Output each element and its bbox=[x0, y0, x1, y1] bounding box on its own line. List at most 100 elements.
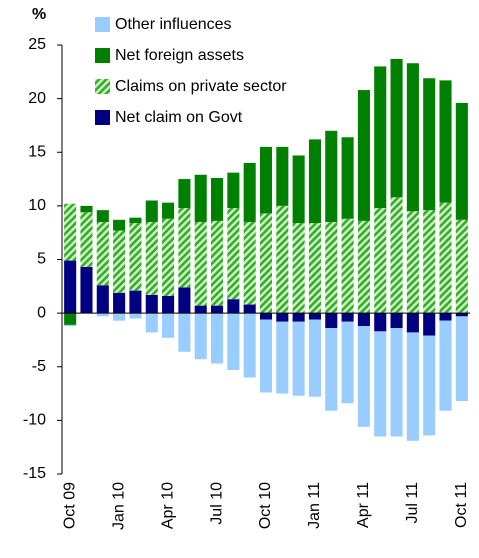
bar-segment bbox=[227, 313, 240, 370]
bar-segment bbox=[227, 172, 240, 209]
bar-segment bbox=[292, 321, 305, 396]
legend-label: Net foreign assets bbox=[115, 47, 244, 64]
bar-segment bbox=[406, 63, 419, 212]
legend-label: Claims on private sector bbox=[115, 78, 287, 95]
bar-segment bbox=[341, 321, 354, 404]
bar-segment bbox=[439, 320, 452, 411]
bar-segment bbox=[341, 313, 354, 322]
bar-segment bbox=[113, 313, 126, 321]
bar-segment bbox=[308, 319, 321, 397]
bar-segment bbox=[439, 202, 452, 314]
bar-segment bbox=[64, 260, 77, 314]
bar-segment bbox=[259, 313, 273, 320]
bar-segment bbox=[259, 146, 273, 214]
bar-segment bbox=[308, 223, 321, 314]
bar-segment bbox=[64, 313, 77, 325]
bar-segment bbox=[243, 304, 256, 314]
bar-segment bbox=[357, 220, 370, 314]
bar-segment bbox=[455, 316, 468, 402]
bar-segment bbox=[243, 162, 256, 222]
bar-segment bbox=[341, 218, 354, 314]
x-tick-label: Jan 10 bbox=[110, 482, 127, 530]
bar-segment bbox=[325, 130, 338, 222]
bar-segment bbox=[374, 66, 387, 209]
bar-segment bbox=[211, 220, 224, 306]
bar-segment bbox=[162, 202, 175, 219]
bar-segment bbox=[292, 155, 305, 224]
bar-segment bbox=[308, 139, 321, 224]
y-tick-label: 10 bbox=[28, 197, 46, 214]
bar-segment bbox=[406, 332, 419, 441]
bar-segment bbox=[341, 137, 354, 219]
bar-segment bbox=[259, 213, 273, 314]
bar-segment bbox=[357, 90, 370, 221]
bar-segment bbox=[194, 174, 207, 222]
bar-segment bbox=[423, 210, 436, 314]
bar-segment bbox=[439, 80, 452, 203]
x-tick-label: Jul 10 bbox=[208, 482, 225, 525]
bar-segment bbox=[276, 321, 289, 394]
bar-segment bbox=[211, 177, 224, 221]
bar-segment bbox=[243, 313, 256, 378]
legend-swatch bbox=[95, 48, 110, 63]
bar-segment bbox=[292, 313, 305, 322]
legend-swatch bbox=[95, 110, 110, 125]
bar-segment bbox=[357, 313, 370, 326]
bar-segment bbox=[113, 230, 126, 293]
bar-segment bbox=[129, 290, 142, 314]
bar-segment bbox=[145, 200, 158, 222]
bar-segment bbox=[227, 299, 240, 314]
bar-segment bbox=[423, 335, 436, 436]
bar-segment bbox=[259, 319, 273, 393]
y-tick-label: 15 bbox=[28, 143, 46, 160]
bar-segment bbox=[406, 313, 419, 333]
bar-segment bbox=[390, 58, 403, 198]
bar-segment bbox=[64, 324, 77, 326]
x-tick-label: Jan 11 bbox=[306, 482, 323, 529]
bar-segment bbox=[455, 313, 468, 317]
bar-segment bbox=[178, 208, 191, 288]
bar-segment bbox=[80, 267, 93, 314]
bar-segment bbox=[162, 218, 175, 296]
bar-segment bbox=[162, 313, 175, 338]
bar-segment bbox=[211, 305, 224, 314]
bar-segment bbox=[325, 328, 338, 411]
bar-segment bbox=[357, 325, 370, 427]
bar-segment bbox=[162, 295, 175, 314]
bar-segment bbox=[308, 313, 321, 320]
bar-segment bbox=[129, 217, 142, 224]
legend-swatch bbox=[95, 17, 110, 32]
bar-segment bbox=[390, 328, 403, 437]
bar-segment bbox=[80, 212, 93, 268]
bar-segment bbox=[129, 313, 142, 319]
y-tick-label: -10 bbox=[23, 412, 46, 429]
bar-segment bbox=[178, 287, 191, 314]
bar-segment bbox=[374, 313, 387, 332]
bar-segment bbox=[145, 294, 158, 314]
x-tick-label: Oct 10 bbox=[257, 482, 274, 529]
x-tick-label: Jul 11 bbox=[404, 482, 421, 524]
bar-segment bbox=[145, 313, 158, 333]
bar-segment bbox=[243, 221, 256, 305]
y-axis-label: % bbox=[32, 6, 46, 23]
y-tick-label: -5 bbox=[32, 358, 46, 375]
bar-segment bbox=[423, 313, 436, 336]
bar-segment bbox=[390, 197, 403, 314]
bar-segment bbox=[178, 313, 191, 352]
bar-segment bbox=[374, 331, 387, 437]
bar-segment bbox=[64, 203, 77, 261]
bar-segment bbox=[96, 313, 109, 317]
x-tick-label: Apr 11 bbox=[355, 482, 372, 528]
bar-segment bbox=[423, 78, 436, 211]
y-tick-label: -15 bbox=[23, 465, 46, 482]
bar-segment bbox=[113, 292, 126, 314]
bar-segment bbox=[96, 285, 109, 314]
x-tick-label: Oct 11 bbox=[453, 482, 470, 528]
y-tick-label: 25 bbox=[28, 36, 46, 53]
bar-segment bbox=[276, 146, 289, 206]
y-tick-label: 0 bbox=[37, 304, 46, 321]
bar-segment bbox=[325, 313, 338, 329]
x-tick-label: Oct 09 bbox=[61, 482, 78, 529]
bar-segment bbox=[439, 313, 452, 321]
